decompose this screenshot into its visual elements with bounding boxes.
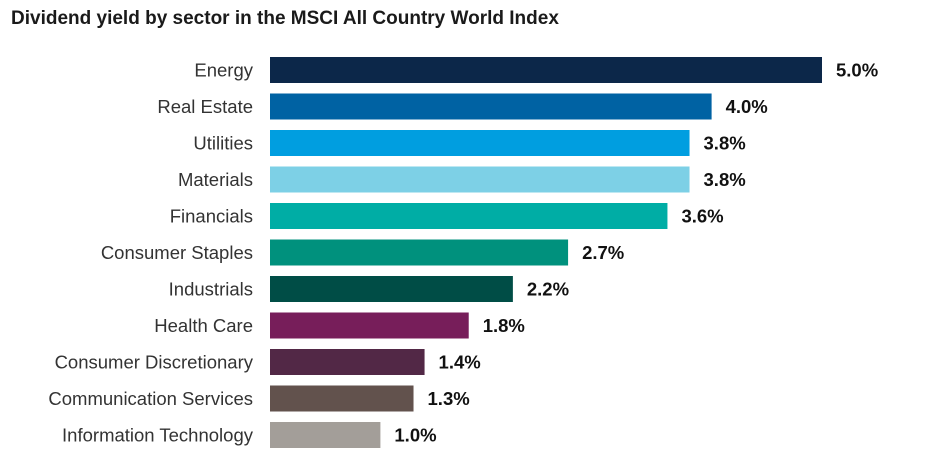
category-label: Real Estate — [157, 96, 253, 117]
bar — [270, 385, 414, 412]
value-label: 4.0% — [726, 96, 768, 117]
bar — [270, 93, 712, 120]
bar — [270, 130, 690, 156]
bar — [270, 276, 513, 302]
category-label: Consumer Discretionary — [55, 352, 254, 373]
category-label: Health Care — [154, 315, 253, 336]
bar — [270, 57, 822, 83]
value-label: 1.3% — [428, 388, 470, 409]
value-label: 3.6% — [681, 206, 723, 227]
bar — [270, 166, 690, 193]
category-label: Communication Services — [48, 388, 253, 409]
value-label: 1.8% — [483, 315, 525, 336]
bar — [270, 203, 668, 229]
value-label: 3.8% — [704, 133, 746, 154]
value-label: 5.0% — [836, 60, 878, 81]
category-label: Industrials — [169, 279, 253, 300]
bar — [270, 239, 569, 266]
category-label: Energy — [194, 60, 253, 81]
value-label: 1.0% — [394, 425, 436, 446]
category-label: Financials — [170, 206, 253, 227]
value-label: 3.8% — [704, 169, 746, 190]
category-label: Materials — [178, 169, 253, 190]
category-label: Utilities — [193, 133, 253, 154]
bar — [270, 349, 425, 375]
category-label: Information Technology — [62, 425, 254, 446]
bar — [270, 422, 381, 448]
value-label: 2.7% — [582, 242, 624, 263]
bar — [270, 312, 469, 339]
category-label: Consumer Staples — [101, 242, 253, 263]
value-label: 1.4% — [439, 352, 481, 373]
chart-title: Dividend yield by sector in the MSCI All… — [11, 8, 559, 29]
value-label: 2.2% — [527, 279, 569, 300]
